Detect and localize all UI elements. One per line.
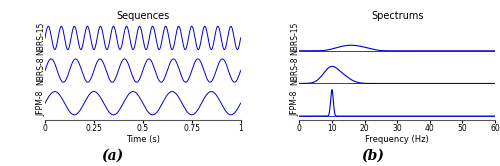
X-axis label: Frequency (Hz): Frequency (Hz) bbox=[366, 135, 429, 144]
Y-axis label: NBRS-15: NBRS-15 bbox=[290, 21, 300, 55]
Title: Sequences: Sequences bbox=[116, 11, 170, 21]
Y-axis label: NBRS-8: NBRS-8 bbox=[290, 56, 300, 85]
Y-axis label: JFPM-8: JFPM-8 bbox=[290, 90, 300, 116]
X-axis label: Time (s): Time (s) bbox=[126, 135, 160, 144]
Text: (a): (a) bbox=[102, 148, 124, 162]
Y-axis label: NBRS-15: NBRS-15 bbox=[36, 21, 46, 55]
Text: (b): (b) bbox=[361, 148, 384, 162]
Y-axis label: NBRS-8: NBRS-8 bbox=[36, 56, 46, 85]
Y-axis label: JFPM-8: JFPM-8 bbox=[36, 90, 46, 116]
Title: Spectrums: Spectrums bbox=[371, 11, 424, 21]
